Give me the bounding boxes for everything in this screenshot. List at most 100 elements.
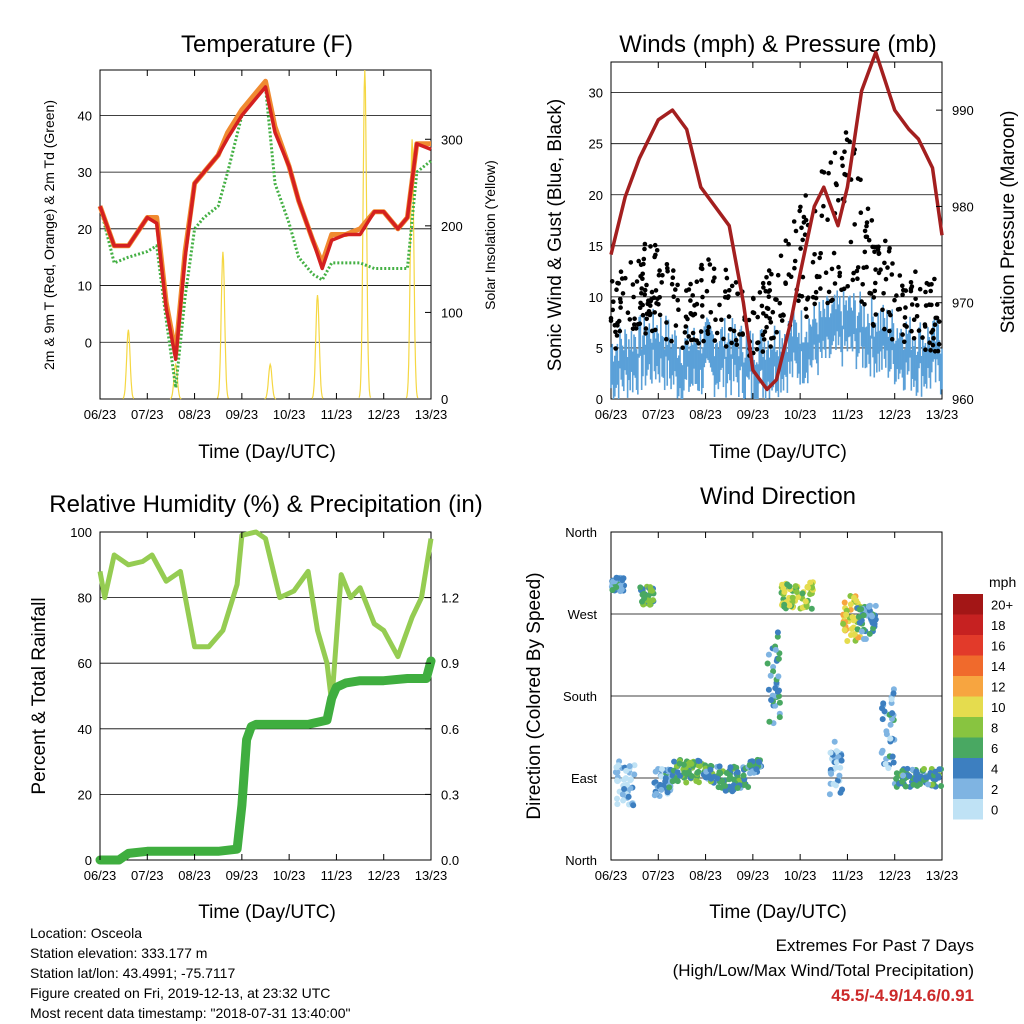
wind-gust-point	[686, 287, 692, 292]
humidity-ytick-label: 60	[78, 656, 92, 671]
wind-gust-point	[914, 314, 920, 319]
wind-gust-point	[922, 322, 928, 327]
direction-point	[615, 762, 622, 769]
wind-gust-point	[909, 284, 915, 289]
speed-legend-swatch	[953, 676, 983, 697]
temperature-xtick-label: 10/23	[273, 407, 306, 422]
wind-gust-point	[803, 306, 809, 312]
wind-gust-point	[864, 223, 869, 229]
direction-point	[786, 583, 793, 590]
direction-point	[740, 772, 747, 779]
direction-point	[902, 783, 909, 790]
direction-point	[681, 769, 688, 776]
pressure-line	[609, 50, 944, 392]
precip-ytick-label: 1.2	[441, 591, 459, 606]
wind-gust-point	[652, 242, 658, 248]
wind-pressure-title: Winds (mph) & Pressure (mb)	[619, 31, 936, 58]
direction-point	[938, 783, 945, 789]
wind-gust-point	[826, 170, 831, 176]
wind-gust-point	[619, 276, 625, 281]
direction-point	[850, 617, 857, 624]
direction-series	[608, 574, 945, 809]
humidity-xtick-label: 07/23	[131, 868, 164, 883]
wind-gust-point	[684, 340, 690, 346]
wind-gust-point	[821, 203, 826, 209]
wind-gust-point	[786, 241, 791, 247]
wind-gust-point	[717, 302, 722, 308]
wind-gust-point	[765, 306, 771, 312]
humidity-xlabel: Time (Day/UTC)	[198, 902, 336, 923]
wind-gust-point	[656, 272, 662, 278]
wind-gust-point	[936, 319, 942, 324]
wind-gust-point	[828, 160, 834, 165]
wind-gust-point	[649, 328, 655, 334]
direction-point	[623, 767, 630, 774]
wind-gust-point	[837, 273, 842, 279]
speed-legend-label: 8	[991, 721, 998, 736]
wind-gust-point	[890, 261, 895, 266]
wind-gust-point	[759, 303, 765, 309]
direction-point	[741, 782, 747, 788]
wind-gust-point	[708, 310, 714, 315]
direction-point	[869, 620, 876, 626]
speed-legend-label: 4	[991, 762, 998, 777]
direction-point	[832, 782, 839, 789]
wind-gust-point	[902, 315, 908, 320]
direction-point	[734, 769, 741, 776]
direction-point	[669, 778, 676, 785]
wind-gust-point	[710, 279, 716, 284]
wind-gust-point	[734, 342, 740, 348]
wind-gust-point	[924, 280, 930, 286]
wind-gust-point	[887, 328, 892, 334]
wind-gust-point	[673, 323, 679, 328]
wind-gust-point	[634, 279, 640, 284]
direction-point	[910, 781, 917, 788]
wind-gust-point	[902, 323, 908, 328]
wind-gust-point	[855, 265, 861, 270]
solar-insolation-series	[122, 69, 419, 400]
latlon-text: Station lat/lon: 43.4991; -75.7117	[30, 965, 236, 981]
wind-gust-point	[871, 295, 877, 300]
wind-gust-point	[671, 294, 676, 300]
wind-gust-point	[707, 262, 713, 267]
wind-gust-point	[664, 320, 669, 325]
wind-gust-point	[813, 289, 819, 295]
wind-gust-point	[655, 296, 660, 302]
wind-xtick-label: 11/23	[832, 407, 864, 422]
direction-point	[860, 636, 867, 642]
humidity-title: Relative Humidity (%) & Precipitation (i…	[49, 491, 482, 518]
speed-legend-swatch	[953, 737, 983, 758]
humidity-xtick-label: 12/23	[367, 868, 400, 883]
direction-point	[899, 778, 906, 785]
wind-gust-point	[608, 318, 614, 324]
direction-point	[614, 777, 620, 784]
direction-point	[866, 630, 873, 637]
direction-point	[614, 801, 621, 808]
wind-gust-point	[632, 322, 637, 327]
direction-point	[900, 772, 907, 779]
wind-gust-point	[882, 326, 887, 332]
direction-point	[833, 759, 840, 766]
wind-gust-point	[631, 294, 636, 300]
wind-gust-point	[644, 316, 649, 322]
wind-gust-point	[843, 130, 849, 135]
wind-gust-point	[803, 217, 809, 223]
wind-ytick-label: 15	[589, 239, 603, 254]
direction-point	[802, 598, 809, 605]
direction-xtick-label: 06/23	[595, 868, 628, 883]
direction-point	[722, 787, 729, 794]
wind-gust-point	[821, 170, 827, 175]
temperature-plot-frame	[99, 69, 432, 400]
direction-point	[776, 699, 783, 706]
wind-xtick-label: 10/23	[784, 407, 817, 422]
wind-gust-point	[934, 302, 940, 307]
direction-point	[890, 759, 897, 766]
direction-point	[622, 775, 629, 782]
wind-gust-point	[779, 318, 785, 323]
wind-gust-point	[642, 246, 647, 252]
direction-point	[843, 611, 850, 618]
wind-gust-point	[767, 316, 772, 321]
speed-legend-swatch	[953, 655, 983, 676]
temperature-ytick-label: 10	[78, 279, 92, 294]
wind-gust-point	[613, 329, 618, 335]
